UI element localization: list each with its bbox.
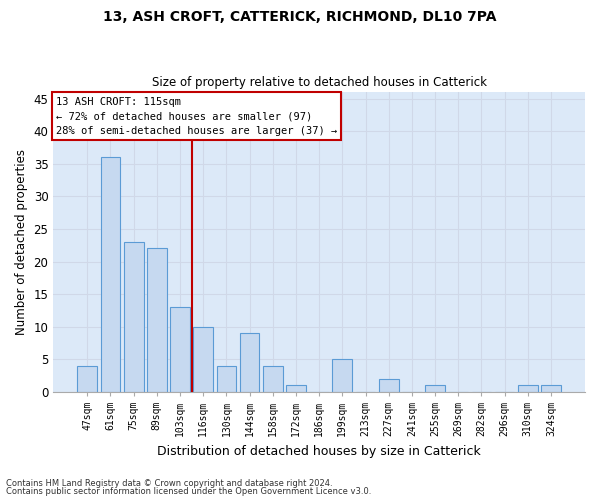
- Text: Contains HM Land Registry data © Crown copyright and database right 2024.: Contains HM Land Registry data © Crown c…: [6, 478, 332, 488]
- Bar: [124, 242, 143, 392]
- Bar: [425, 386, 445, 392]
- Y-axis label: Number of detached properties: Number of detached properties: [15, 149, 28, 335]
- Title: Size of property relative to detached houses in Catterick: Size of property relative to detached ho…: [152, 76, 487, 90]
- Text: 13 ASH CROFT: 115sqm
← 72% of detached houses are smaller (97)
28% of semi-detac: 13 ASH CROFT: 115sqm ← 72% of detached h…: [56, 96, 337, 136]
- Bar: [332, 360, 352, 392]
- Bar: [170, 307, 190, 392]
- Text: 13, ASH CROFT, CATTERICK, RICHMOND, DL10 7PA: 13, ASH CROFT, CATTERICK, RICHMOND, DL10…: [103, 10, 497, 24]
- Bar: [286, 386, 306, 392]
- Bar: [217, 366, 236, 392]
- Bar: [147, 248, 167, 392]
- Text: Contains public sector information licensed under the Open Government Licence v3: Contains public sector information licen…: [6, 487, 371, 496]
- Bar: [518, 386, 538, 392]
- Bar: [101, 157, 121, 392]
- Bar: [263, 366, 283, 392]
- Bar: [541, 386, 561, 392]
- Bar: [77, 366, 97, 392]
- Bar: [379, 379, 398, 392]
- Bar: [240, 333, 259, 392]
- Bar: [193, 326, 213, 392]
- X-axis label: Distribution of detached houses by size in Catterick: Distribution of detached houses by size …: [157, 444, 481, 458]
